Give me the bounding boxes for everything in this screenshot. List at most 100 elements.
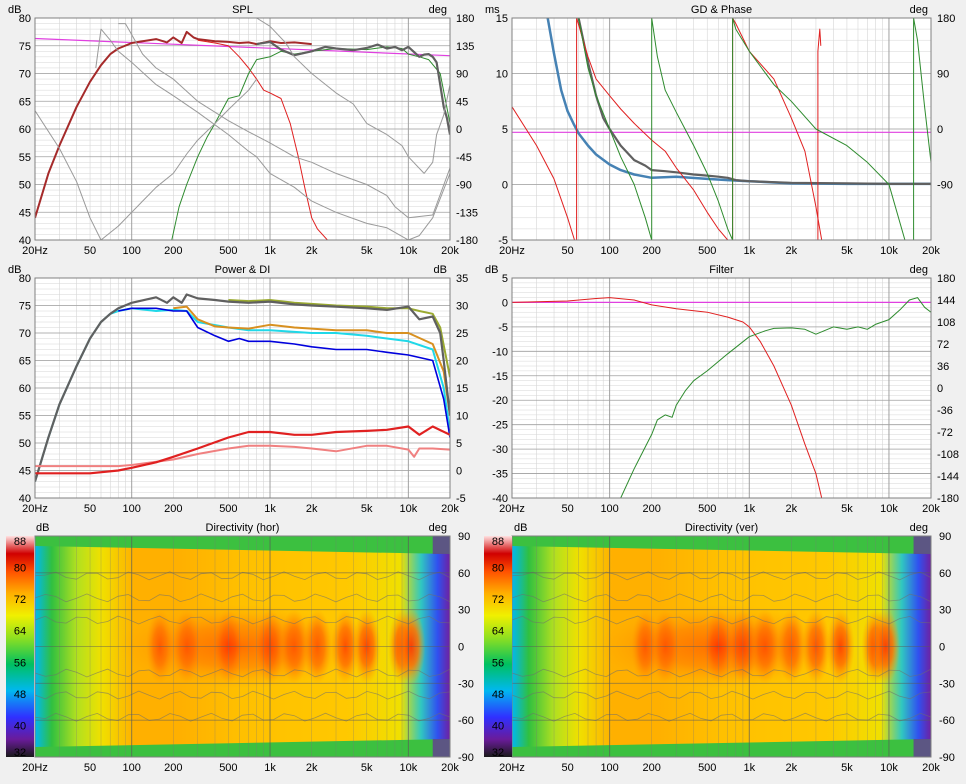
colorbar-tick-label: 48 <box>14 689 26 701</box>
x-tick-label: 500 <box>219 245 237 257</box>
y-tick-label: 40 <box>19 493 31 505</box>
spl-series-4 <box>256 40 450 135</box>
y-tick-label: 70 <box>19 328 31 340</box>
y2-tick-label: 20 <box>456 356 468 368</box>
x-tick-label: 1k <box>264 245 276 257</box>
filter-chart <box>511 277 932 499</box>
gd_phase-title: GD & Phase <box>691 4 752 16</box>
x-tick-label: 20k <box>922 503 940 515</box>
y2-tick-label: 72 <box>937 339 949 351</box>
x-tick-label: 10k <box>880 762 898 774</box>
gd_phase-series-8 <box>651 18 734 240</box>
angle-tick-label: 0 <box>939 642 945 654</box>
x-tick-label: 2k <box>306 503 318 515</box>
y-tick-label: -5 <box>498 235 508 247</box>
y-tick-label: -30 <box>492 444 508 456</box>
y2-tick-label: 5 <box>456 438 462 450</box>
spl-y2label: deg <box>429 4 447 16</box>
y2-tick-label: 36 <box>937 361 949 373</box>
gd_phase-series-7 <box>578 18 653 240</box>
y2-tick-label: 0 <box>456 124 462 136</box>
dir_hor-title: Directivity (hor) <box>206 522 280 534</box>
y2-tick-label: -72 <box>937 427 953 439</box>
gd_phase-series-6 <box>817 28 822 240</box>
y2-tick-label: -90 <box>456 180 472 192</box>
colorbar-tick-label: 64 <box>492 626 504 638</box>
y-tick-label: 5 <box>502 124 508 136</box>
x-tick-label: 100 <box>600 503 618 515</box>
y2-tick-label: 0 <box>456 466 462 478</box>
y-tick-label: 55 <box>19 152 31 164</box>
x-tick-label: 10k <box>399 503 417 515</box>
colorbar-tick-label: 56 <box>492 657 504 669</box>
y-tick-label: -10 <box>492 346 508 358</box>
y2-tick-label: 45 <box>456 96 468 108</box>
y-tick-label: 60 <box>19 383 31 395</box>
y2-tick-label: 35 <box>456 273 468 285</box>
angle-tick-label: -90 <box>939 752 955 764</box>
x-tick-label: 50 <box>84 762 96 774</box>
spl-series-2 <box>197 39 328 240</box>
power_di-title: Power & DI <box>215 264 271 276</box>
y2-tick-label: 135 <box>456 41 474 53</box>
y-tick-label: 45 <box>19 466 31 478</box>
spl-ylabel: dB <box>8 4 21 16</box>
gd_phase-series-3 <box>512 106 575 240</box>
x-tick-label: 500 <box>698 503 716 515</box>
dir_hor-colorbar <box>6 536 34 757</box>
x-tick-label: 5k <box>841 503 853 515</box>
y-tick-label: 80 <box>19 13 31 25</box>
angle-tick-label: -30 <box>458 678 474 690</box>
angle-tick-label: 90 <box>458 531 470 543</box>
y2-tick-label: -108 <box>937 449 959 461</box>
angle-tick-label: 30 <box>458 605 470 617</box>
x-tick-label: 10k <box>880 245 898 257</box>
colorbar-tick-label: 80 <box>14 563 26 575</box>
y2-tick-label: -135 <box>456 207 478 219</box>
x-tick-label: 500 <box>219 503 237 515</box>
x-tick-label: 20k <box>441 245 459 257</box>
colorbar-tick-label: 72 <box>492 594 504 606</box>
dir_ver-y2label: deg <box>910 522 928 534</box>
gd_phase-series-9 <box>732 18 906 240</box>
gd_phase-series-10 <box>913 18 931 240</box>
x-tick-label: 200 <box>164 762 182 774</box>
filter-series-2 <box>620 297 931 498</box>
power_di-series-3 <box>228 299 450 378</box>
x-tick-label: 50 <box>84 245 96 257</box>
y-tick-label: 70 <box>19 69 31 81</box>
power_di-series-1 <box>118 307 450 438</box>
y2-tick-label: 90 <box>937 69 949 81</box>
y-tick-label: 55 <box>19 411 31 423</box>
angle-tick-label: -60 <box>458 715 474 727</box>
x-tick-label: 200 <box>164 503 182 515</box>
gd_phase-ylabel: ms <box>485 4 500 16</box>
x-tick-label: 50 <box>561 245 573 257</box>
colorbar-tick-label: 88 <box>14 536 26 548</box>
dir_ver-chart <box>484 535 932 758</box>
y-tick-label: 60 <box>19 124 31 136</box>
colorbar-tick-label: 88 <box>492 536 504 548</box>
y-tick-label: 65 <box>19 96 31 108</box>
x-tick-label: 100 <box>123 762 141 774</box>
dir_hor-y2label: deg <box>429 522 447 534</box>
x-tick-label: 1k <box>264 503 276 515</box>
y2-tick-label: 144 <box>937 295 955 307</box>
power_di-y2label: dB <box>434 264 447 276</box>
y2-tick-label: -180 <box>937 493 959 505</box>
dir_ver-title: Directivity (ver) <box>685 522 758 534</box>
y-tick-label: 0 <box>502 297 508 309</box>
filter-plot-area <box>512 278 931 498</box>
x-tick-label: 200 <box>642 762 660 774</box>
y2-tick-label: 0 <box>937 383 943 395</box>
x-tick-label: 50 <box>84 503 96 515</box>
y2-tick-label: 15 <box>456 383 468 395</box>
x-tick-label: 50 <box>561 503 573 515</box>
y-tick-label: -25 <box>492 420 508 432</box>
y2-tick-label: -90 <box>937 180 953 192</box>
gd_phase-frame <box>511 17 932 241</box>
y2-tick-label: 180 <box>456 13 474 25</box>
x-tick-label: 10k <box>880 503 898 515</box>
y2-tick-label: -45 <box>456 152 472 164</box>
